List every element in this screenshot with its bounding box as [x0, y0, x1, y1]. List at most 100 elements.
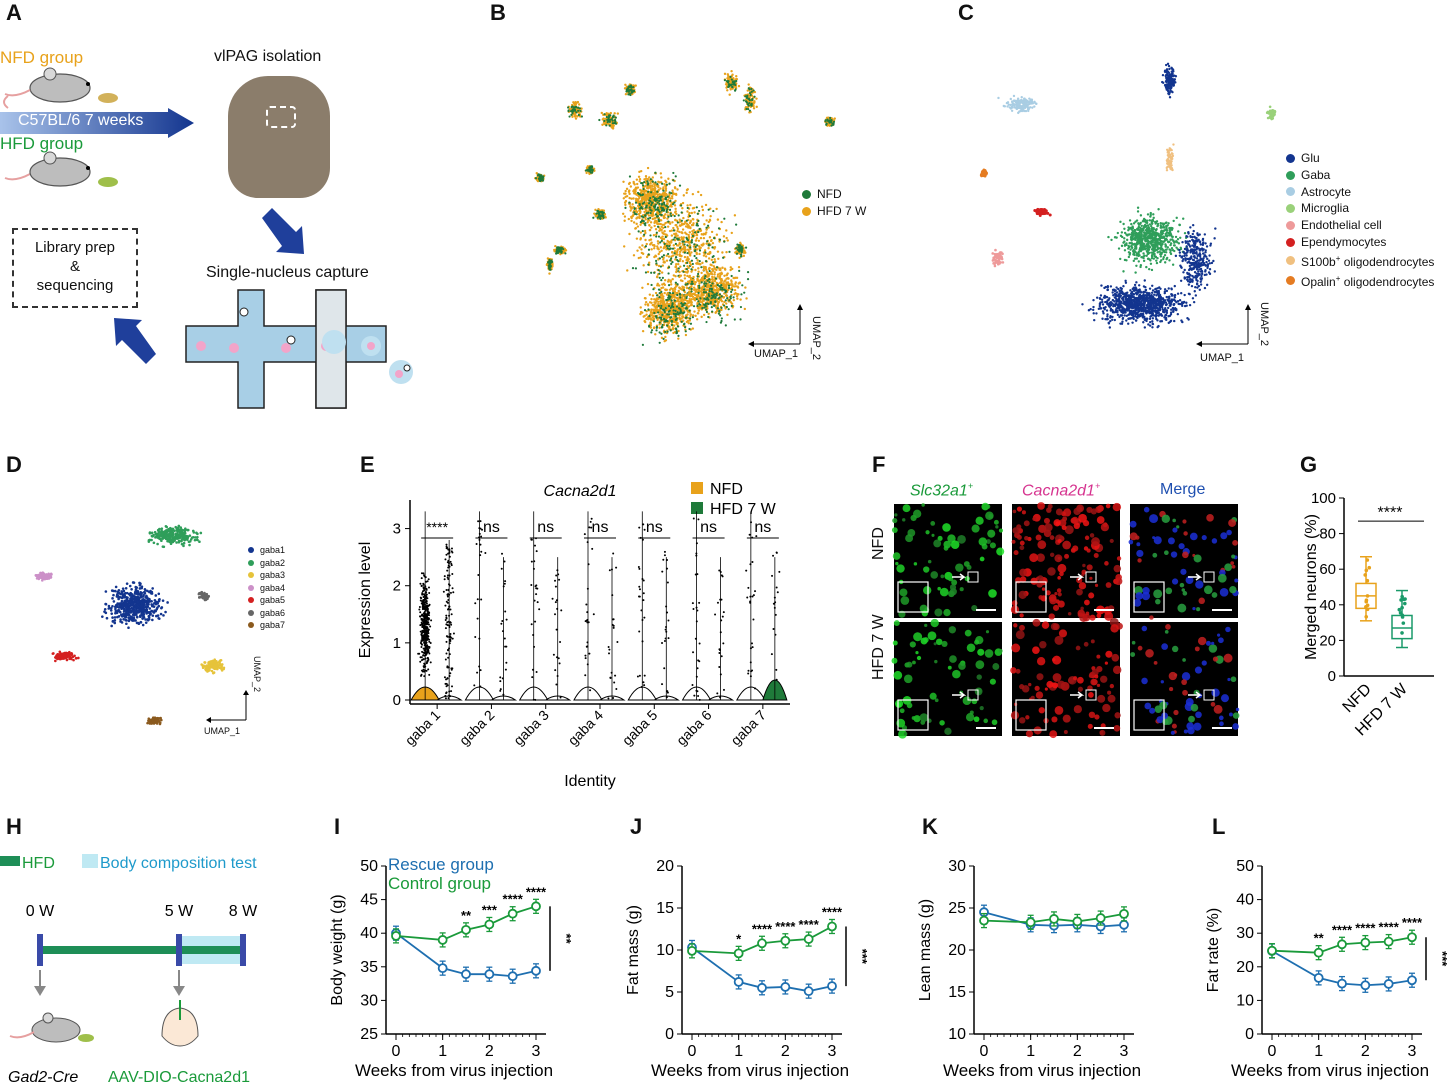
ytick-label: 20: [656, 858, 674, 875]
legend-endothelial: Endothelial cell: [1301, 218, 1382, 233]
panel-label-l: L: [1212, 814, 1226, 839]
significance-star: ****: [526, 884, 547, 899]
data-point: [780, 935, 791, 946]
legend-microglia: Microglia: [1301, 201, 1350, 216]
legend-gaba: Gaba: [1301, 167, 1331, 182]
ytick-label: 30: [360, 992, 378, 1009]
significance-star: ****: [1379, 920, 1400, 935]
e-violin-hfd: [706, 695, 735, 701]
significance-star: ****: [822, 904, 843, 919]
xtick-label: 0: [980, 1043, 989, 1060]
umap-cluster-ependymocytes: [1033, 207, 1052, 217]
e-ytick-label: 2: [393, 578, 401, 595]
umap-d-xlabel: UMAP_1: [204, 726, 241, 736]
e-violin-group: [464, 511, 518, 701]
g-ylabel: Merged neurons (%): [1303, 514, 1320, 660]
h-legend-test-swatch: [82, 854, 98, 868]
g-ytick-label: 0: [1328, 668, 1336, 685]
isolation-label: vlPAG isolation: [214, 48, 322, 65]
umap-d-plot: [34, 524, 226, 726]
library-label: Library prep & sequencing: [34, 239, 116, 294]
data-point: [484, 919, 495, 930]
xtick-label: 1: [734, 1043, 743, 1060]
arrow-icon: [1188, 573, 1203, 581]
legend-gaba6: gaba6: [260, 607, 286, 618]
xtick-label: 1: [1314, 1043, 1323, 1060]
data-point: [1407, 932, 1417, 943]
panel-label-g: G: [1300, 452, 1318, 477]
xtick-label: 2: [485, 1043, 494, 1060]
data-point: [391, 930, 401, 941]
legend-ependymocytes: Ependymocytes: [1301, 234, 1387, 249]
significance-star: ****: [752, 921, 773, 936]
microscopy-grid: [891, 502, 1240, 739]
umap-b-legend: NFD HFD 7 W: [802, 186, 866, 220]
e-title: Cacna2d1: [544, 483, 617, 500]
xtick-label: 0: [1268, 1043, 1277, 1060]
h-hfd-bar: [40, 946, 243, 954]
inset-box: [1133, 581, 1165, 613]
data-point: [1119, 908, 1129, 919]
umap-cluster-gaba1: [101, 581, 169, 630]
data-point: [1313, 972, 1324, 983]
panel-label-f: F: [872, 452, 886, 477]
legend-gaba5: gaba5: [260, 595, 286, 605]
inset-box: [897, 699, 929, 731]
xtick-label: 3: [1120, 1043, 1129, 1060]
inset-box: [1015, 581, 1047, 613]
data-point: [979, 915, 989, 926]
umap-c-legend: Glu Gaba Astrocyte Microglia Endothelial…: [1286, 150, 1434, 290]
ylabel: Fat mass (g): [625, 905, 642, 995]
xlabel: Weeks from virus injection: [1231, 1061, 1429, 1080]
xtick-label: 3: [532, 1043, 541, 1060]
umap-cluster-glu: [1174, 223, 1217, 297]
mouse-icon: [9, 1012, 94, 1043]
ylabel: Body weight (g): [329, 894, 346, 1005]
xtick-label: 2: [781, 1043, 790, 1060]
g-ytick-label: 80: [1319, 526, 1336, 543]
data-point: [1383, 979, 1394, 989]
ytick-label: 10: [656, 942, 674, 959]
e-legend-swatch-nfd: [691, 482, 703, 494]
micro-tile-1-2: [1130, 622, 1240, 736]
umap-cluster: [641, 281, 699, 346]
significance-star: ****: [775, 919, 796, 934]
data-point: [733, 977, 744, 987]
umap-cluster: [534, 173, 545, 183]
micro-tile-0-1: [1010, 502, 1123, 622]
arrow-icon: [952, 573, 967, 581]
arrow-icon: [1188, 691, 1203, 699]
h-tick-label: 0 W: [26, 903, 55, 920]
roi-box: [1203, 689, 1215, 701]
g-box-1: [1391, 589, 1413, 649]
data-point: [1360, 937, 1371, 948]
legend-gaba7: gaba7: [260, 620, 286, 630]
roi-box: [1085, 571, 1097, 583]
data-point: [1337, 939, 1347, 950]
arrow-icon: [1070, 573, 1085, 581]
ytick-label: 0: [665, 1026, 674, 1043]
ytick-label: 40: [1236, 892, 1254, 909]
panel-label-d: D: [6, 452, 22, 477]
umap-cluster-gaba5: [51, 650, 80, 663]
f-row-nfd: NFD: [870, 527, 887, 560]
data-point: [827, 921, 837, 932]
down-arrow: [262, 208, 304, 254]
inset-box: [1015, 699, 1047, 731]
data-point: [1407, 975, 1417, 986]
legend-opalin: Opalin: [1301, 274, 1336, 289]
inset-box: [1133, 699, 1165, 731]
ytick-label: 10: [948, 1026, 966, 1043]
e-xtick-label: gaba 2: [456, 707, 498, 749]
umap-cluster-gaba4: [34, 571, 53, 582]
xtick-label: 1: [1026, 1043, 1035, 1060]
data-point: [507, 908, 518, 919]
significance-star: *: [736, 931, 742, 946]
data-point: [1119, 919, 1129, 930]
skull-injection-icon: [161, 1000, 199, 1047]
micro-tile-1-1: [1010, 617, 1123, 739]
ytick-label: 20: [948, 942, 966, 959]
umap-cluster-gaba6: [197, 590, 211, 602]
up-left-arrow: [114, 318, 156, 364]
